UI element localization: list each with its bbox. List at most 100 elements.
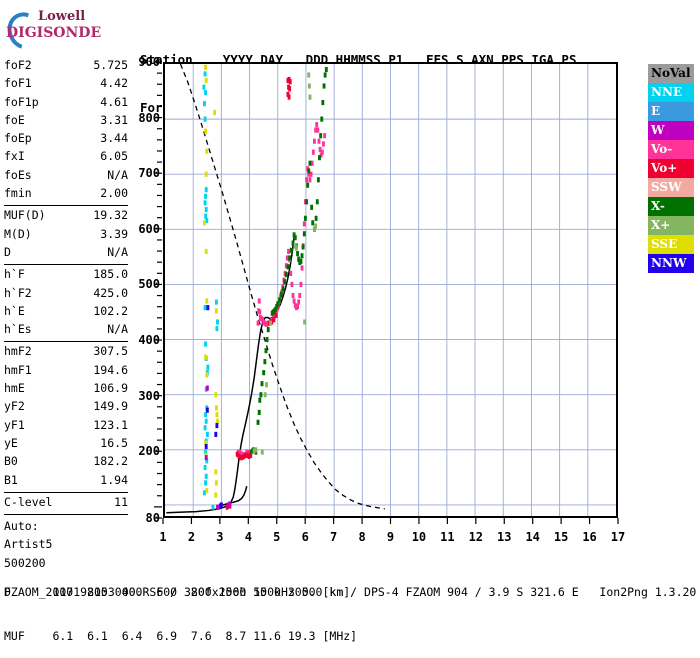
echo-point (240, 455, 244, 461)
parameter-row: hmF1 194.6 (4, 363, 128, 381)
echo-point (312, 226, 316, 232)
echo-point (296, 251, 300, 257)
echo-point (204, 90, 208, 96)
logo-brand-bottom: DIGISONDE (6, 25, 102, 41)
parameter-row: h`F2 425.0 (4, 286, 128, 304)
echo-point (204, 455, 208, 461)
lowell-digisonde-logo: Lowell DIGISONDE (1, 6, 126, 56)
polarization-legend: NoVal NNE E W Vo- Vo+ SSW X- X+ SSE NNW (648, 64, 694, 273)
echo-point (205, 298, 209, 304)
echo-point (311, 149, 315, 155)
parameter-key: yF1 (4, 417, 25, 432)
echo-point (204, 440, 208, 446)
parameter-key: foEs (4, 167, 32, 182)
echo-point (324, 66, 328, 73)
table-divider-1 (4, 205, 128, 207)
parameter-key: hmF2 (4, 344, 32, 359)
echo-point (318, 155, 321, 161)
echo-point (321, 99, 325, 106)
echo-point (269, 320, 272, 326)
echo-point (319, 133, 323, 139)
parameter-value: 307.5 (93, 344, 128, 359)
echo-point (307, 171, 311, 177)
parameter-key: MUF(D) (4, 208, 46, 223)
parameter-row: h`F 185.0 (4, 267, 128, 285)
parameter-value: 11 (114, 494, 128, 509)
parameter-value: N/A (107, 322, 128, 337)
echo-point (203, 464, 207, 471)
y-axis-tick-label: 300 (138, 388, 160, 403)
echo-point (323, 133, 327, 139)
legend-item-nnw[interactable]: NNW (648, 254, 694, 273)
echo-point (285, 255, 289, 261)
parameter-group-frequencies: foF2 5.725 foF1 4.42 foF1p 4.61 foE 3.31 foEp 3.4… (4, 58, 128, 204)
echo-point (239, 455, 243, 461)
parameter-key: M(D) (4, 226, 32, 241)
legend-item-e[interactable]: E (648, 102, 694, 121)
echo-point (203, 101, 206, 107)
x-axis-tick-label: 1 (159, 530, 167, 544)
echo-point (314, 127, 318, 133)
echo-point (288, 255, 292, 261)
auto-line: Artist5 (4, 537, 53, 552)
echo-point (323, 72, 327, 78)
parameter-row: foF2 5.725 (4, 58, 128, 76)
muf-distance-table: D 100 200 400 600 800 1000 1500 3000 [km… (4, 556, 357, 658)
legend-item-x[interactable]: X- (648, 197, 694, 216)
parameter-key: C-level (4, 494, 53, 509)
echo-point (214, 431, 218, 437)
echo-point (301, 244, 305, 250)
echo-point (204, 449, 208, 455)
parameter-key: fmin (4, 186, 32, 201)
echo-point (256, 320, 260, 326)
parameter-value: N/A (107, 244, 128, 259)
echo-point (214, 480, 218, 486)
legend-item-sse[interactable]: SSE (648, 235, 694, 254)
echo-point (205, 217, 209, 224)
legend-item-vo[interactable]: Vo+ (648, 159, 694, 178)
x-axis-tick-label: 4 (244, 530, 252, 544)
parameter-row: h`E 102.2 (4, 304, 128, 322)
echo-point (289, 247, 293, 253)
echo-point (314, 215, 318, 221)
legend-item-vo[interactable]: Vo- (648, 140, 694, 159)
echo-point (203, 116, 207, 122)
parameter-group-profile: hmF2 307.5 hmF1 194.6 hmE 106.9 yF2 149.9 yF1 123… (4, 344, 128, 490)
echo-point (308, 177, 312, 183)
echo-point (203, 220, 206, 226)
x-axis-tick-label: 12 (468, 530, 484, 544)
y-axis-tick-label: 500 (138, 277, 160, 292)
source-file-info: FZAOM_2017198153000.RSF / 320fx256h 50 k… (4, 585, 697, 599)
parameter-key: D (4, 244, 11, 259)
echo-point (264, 348, 268, 354)
echo-point (205, 148, 209, 154)
ionogram-plot[interactable] (163, 62, 618, 518)
legend-item-x[interactable]: X+ (648, 216, 694, 235)
legend-item-noval[interactable]: NoVal (648, 64, 694, 83)
echo-point (204, 64, 208, 70)
y-axis-tick-label: 800 (138, 110, 160, 125)
echo-point (311, 220, 315, 226)
echo-point (312, 138, 316, 144)
x-axis-tick-label: 8 (358, 530, 366, 544)
echo-traces (202, 64, 328, 510)
legend-item-w[interactable]: W (648, 121, 694, 140)
parameter-row: foEs N/A (4, 168, 128, 186)
echo-point (308, 160, 312, 166)
y-axis-tick-label: 200 (138, 444, 160, 459)
echo-point (292, 298, 296, 304)
echo-point (252, 448, 256, 454)
echo-point (294, 245, 298, 251)
echo-point (316, 177, 320, 183)
echo-point (278, 297, 281, 303)
echo-point (303, 319, 307, 325)
echo-point (249, 449, 253, 455)
echo-point (245, 452, 249, 458)
legend-item-nne[interactable]: NNE (648, 83, 694, 102)
echo-point (203, 490, 206, 496)
parameter-row: foEp 3.44 (4, 131, 128, 149)
legend-item-ssw[interactable]: SSW (648, 178, 694, 197)
parameter-key: h`F2 (4, 285, 32, 300)
parameter-key: B0 (4, 454, 18, 469)
x-axis-tick-label: 14 (525, 530, 540, 544)
